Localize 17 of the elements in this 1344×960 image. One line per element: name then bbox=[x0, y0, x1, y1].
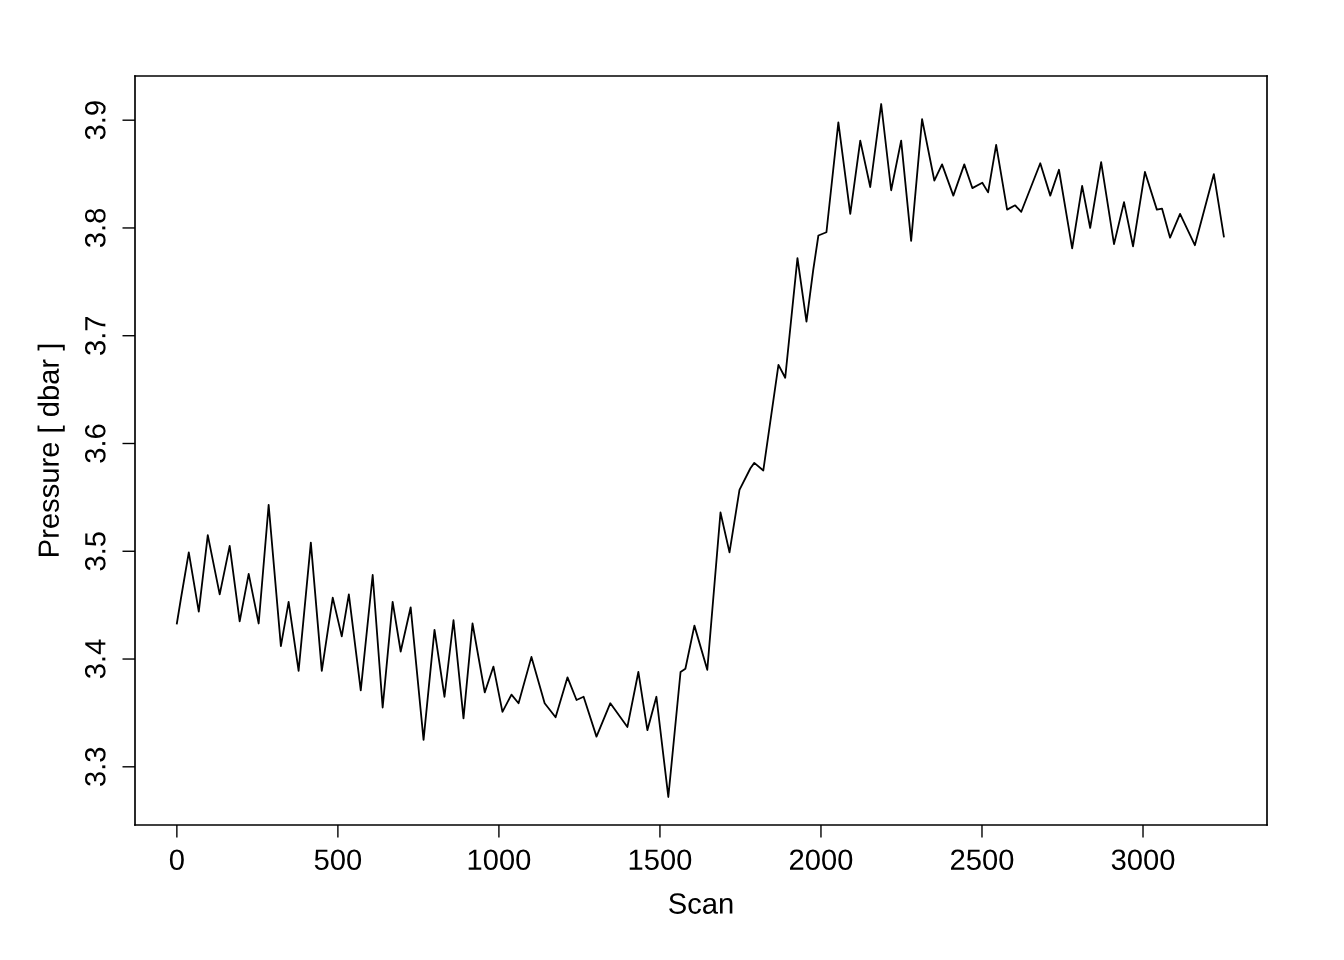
x-tick-label: 0 bbox=[169, 849, 184, 871]
x-tick-label: 1000 bbox=[468, 849, 531, 871]
line-series bbox=[175, 103, 1225, 798]
x-axis-title: Scan bbox=[669, 893, 733, 914]
y-tick-label: 3.3 bbox=[84, 747, 106, 786]
x-tick-label: 500 bbox=[314, 849, 362, 871]
y-tick-label: 3.6 bbox=[84, 424, 106, 463]
y-axis-title: Pressure [ dbar ] bbox=[37, 344, 65, 556]
y-tick-label: 3.7 bbox=[84, 316, 106, 355]
x-tick-label: 3000 bbox=[1111, 849, 1175, 871]
y-tick-label: 3.9 bbox=[84, 101, 106, 140]
x-tick-label: 1500 bbox=[629, 849, 692, 871]
x-tick-label: 2000 bbox=[789, 849, 853, 871]
y-tick-label: 3.4 bbox=[84, 639, 106, 679]
x-tick-label: 2500 bbox=[951, 849, 1014, 871]
y-tick-label: 3.5 bbox=[84, 532, 106, 571]
y-tick-label: 3.8 bbox=[84, 208, 106, 248]
